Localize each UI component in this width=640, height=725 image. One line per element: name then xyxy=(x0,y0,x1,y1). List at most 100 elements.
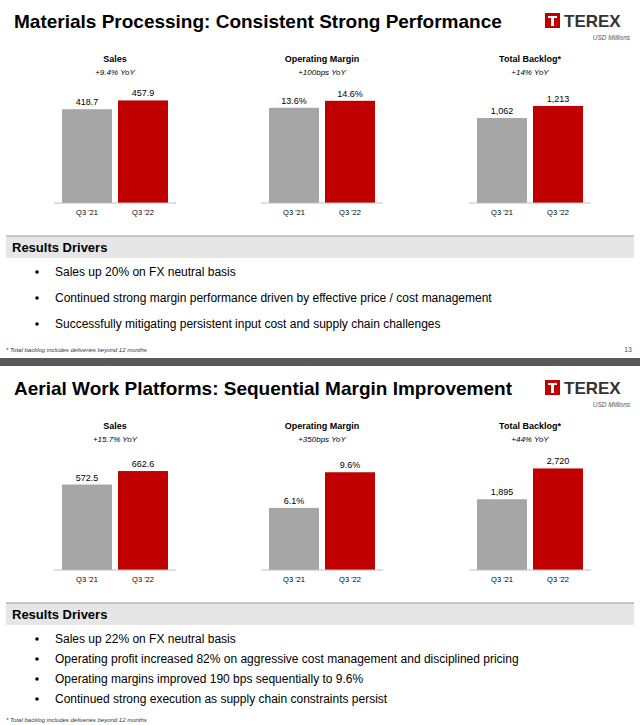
driver-text: Operating profit increased 82% on aggres… xyxy=(55,652,519,666)
data-label: 418.7 xyxy=(76,97,99,107)
separator xyxy=(0,358,640,366)
bar xyxy=(62,485,112,570)
data-label: 1,213 xyxy=(547,94,570,104)
bar xyxy=(477,499,527,570)
chart-subtitle: +100bps YoY xyxy=(298,68,346,77)
bar xyxy=(269,108,319,203)
chart: Total Backlog*+44% YoY1,895Q3 '212,720Q3… xyxy=(469,421,591,584)
chart-title: Operating Margin xyxy=(285,54,360,64)
logo: TEREX xyxy=(545,379,621,398)
x-tick-label: Q3 '22 xyxy=(339,208,361,217)
chart-subtitle: +350bps YoY xyxy=(298,435,346,444)
x-tick-label: Q3 '22 xyxy=(132,575,154,584)
bar xyxy=(533,468,583,570)
chart-title: Total Backlog* xyxy=(499,54,561,64)
data-label: 1,062 xyxy=(491,106,514,116)
driver-text: Sales up 22% on FX neutral basis xyxy=(55,632,236,646)
chart-subtitle: +44% YoY xyxy=(511,435,549,444)
bars xyxy=(269,472,375,570)
bar xyxy=(269,508,319,570)
data-label: 6.1% xyxy=(284,496,305,506)
drivers-title: Results Drivers xyxy=(12,240,107,255)
bars xyxy=(62,100,168,203)
panel-title: Aerial Work Platforms: Sequential Margin… xyxy=(14,378,513,399)
baseline xyxy=(54,570,176,571)
panel-title: Materials Processing: Consistent Strong … xyxy=(14,11,502,32)
chart: Sales +9.4% YoY 418.7 Q3 '21 457.9 Q3 '22 xyxy=(54,54,176,217)
bars xyxy=(62,471,168,570)
driver-text: Successfully mitigating persistent input… xyxy=(55,317,441,331)
logo-icon-line xyxy=(548,16,557,18)
x-tick-label: Q3 '22 xyxy=(547,208,569,217)
bullet xyxy=(35,322,39,326)
x-tick-label: Q3 '22 xyxy=(132,208,154,217)
bar xyxy=(477,118,527,203)
logo-text: TEREX xyxy=(564,12,621,31)
chart-subtitle: +15.7% YoY xyxy=(93,435,138,444)
x-tick-label: Q3 '21 xyxy=(76,575,98,584)
x-tick-label: Q3 '22 xyxy=(547,575,569,584)
x-tick-label: Q3 '21 xyxy=(76,208,98,217)
bar xyxy=(325,101,375,203)
baseline xyxy=(261,570,383,571)
logo-icon-line xyxy=(551,18,554,26)
data-label: 9.6% xyxy=(340,460,361,470)
unit-label: USD Millions xyxy=(593,401,631,408)
baseline xyxy=(469,570,591,571)
footnote: * Total backlog includes deliveries beyo… xyxy=(6,717,147,723)
logo-icon xyxy=(545,380,560,395)
data-label: 662.6 xyxy=(132,459,155,469)
bar xyxy=(118,471,168,570)
drivers-rule xyxy=(6,236,634,237)
chart-title: Operating Margin xyxy=(285,421,360,431)
chart-title: Sales xyxy=(103,421,127,431)
bars xyxy=(477,468,583,570)
x-tick-label: Q3 '21 xyxy=(283,208,305,217)
drivers-title: Results Drivers xyxy=(12,607,107,622)
chart: Total Backlog* +14% YoY 1,062 Q3 '21 1,213 Q3… xyxy=(469,54,591,217)
chart-title: Total Backlog* xyxy=(499,421,561,431)
baseline xyxy=(469,203,591,204)
bullet xyxy=(35,637,39,641)
bullet xyxy=(35,296,39,300)
footnote: * Total backlog includes deliveries beyo… xyxy=(6,347,147,353)
baseline xyxy=(54,203,176,204)
driver-text: Sales up 20% on FX neutral basis xyxy=(55,265,236,279)
driver-text: Continued strong margin performance driv… xyxy=(55,291,492,305)
x-tick-label: Q3 '21 xyxy=(491,208,513,217)
bullet xyxy=(35,677,39,681)
data-label: 14.6% xyxy=(337,89,363,99)
bar xyxy=(325,472,375,570)
chart: Operating Margin +350bps YoY 6.1% Q3 '21 9.6… xyxy=(261,421,383,584)
chart-subtitle: +14% YoY xyxy=(511,68,549,77)
drivers-header-bg xyxy=(6,603,634,625)
chart-subtitle: +9.4% YoY xyxy=(95,68,135,77)
driver-text: Continued strong execution as supply cha… xyxy=(55,692,388,706)
bullet xyxy=(35,270,39,274)
chart-title: Sales xyxy=(103,54,127,64)
bars xyxy=(269,101,375,203)
x-tick-label: Q3 '22 xyxy=(339,575,361,584)
chart: Operating Margin+100bps YoY13.6%Q3 '2114… xyxy=(261,54,383,217)
data-label: 457.9 xyxy=(132,88,155,98)
page-number: 13 xyxy=(624,346,632,353)
drivers-rule xyxy=(6,603,634,604)
driver-text: Operating margins improved 190 bps seque… xyxy=(55,672,364,686)
logo-text: TEREX xyxy=(564,379,621,398)
bullet xyxy=(35,697,39,701)
bar xyxy=(118,100,168,203)
logo-icon-line xyxy=(548,383,557,385)
drivers-header-bg xyxy=(6,236,634,258)
logo-icon xyxy=(545,13,560,28)
data-label: 1,895 xyxy=(491,487,514,497)
x-tick-label: Q3 '21 xyxy=(491,575,513,584)
x-tick-label: Q3 '21 xyxy=(283,575,305,584)
data-label: 572.5 xyxy=(76,473,99,483)
baseline xyxy=(261,203,383,204)
unit-label: USD Millions xyxy=(593,34,631,41)
logo: TEREX xyxy=(545,12,621,31)
bullet xyxy=(35,657,39,661)
bars xyxy=(477,106,583,203)
logo-icon-line xyxy=(551,385,554,393)
chart: Sales +15.7% YoY 572.5 Q3 '21 662.6 Q3 '22 xyxy=(54,421,176,584)
